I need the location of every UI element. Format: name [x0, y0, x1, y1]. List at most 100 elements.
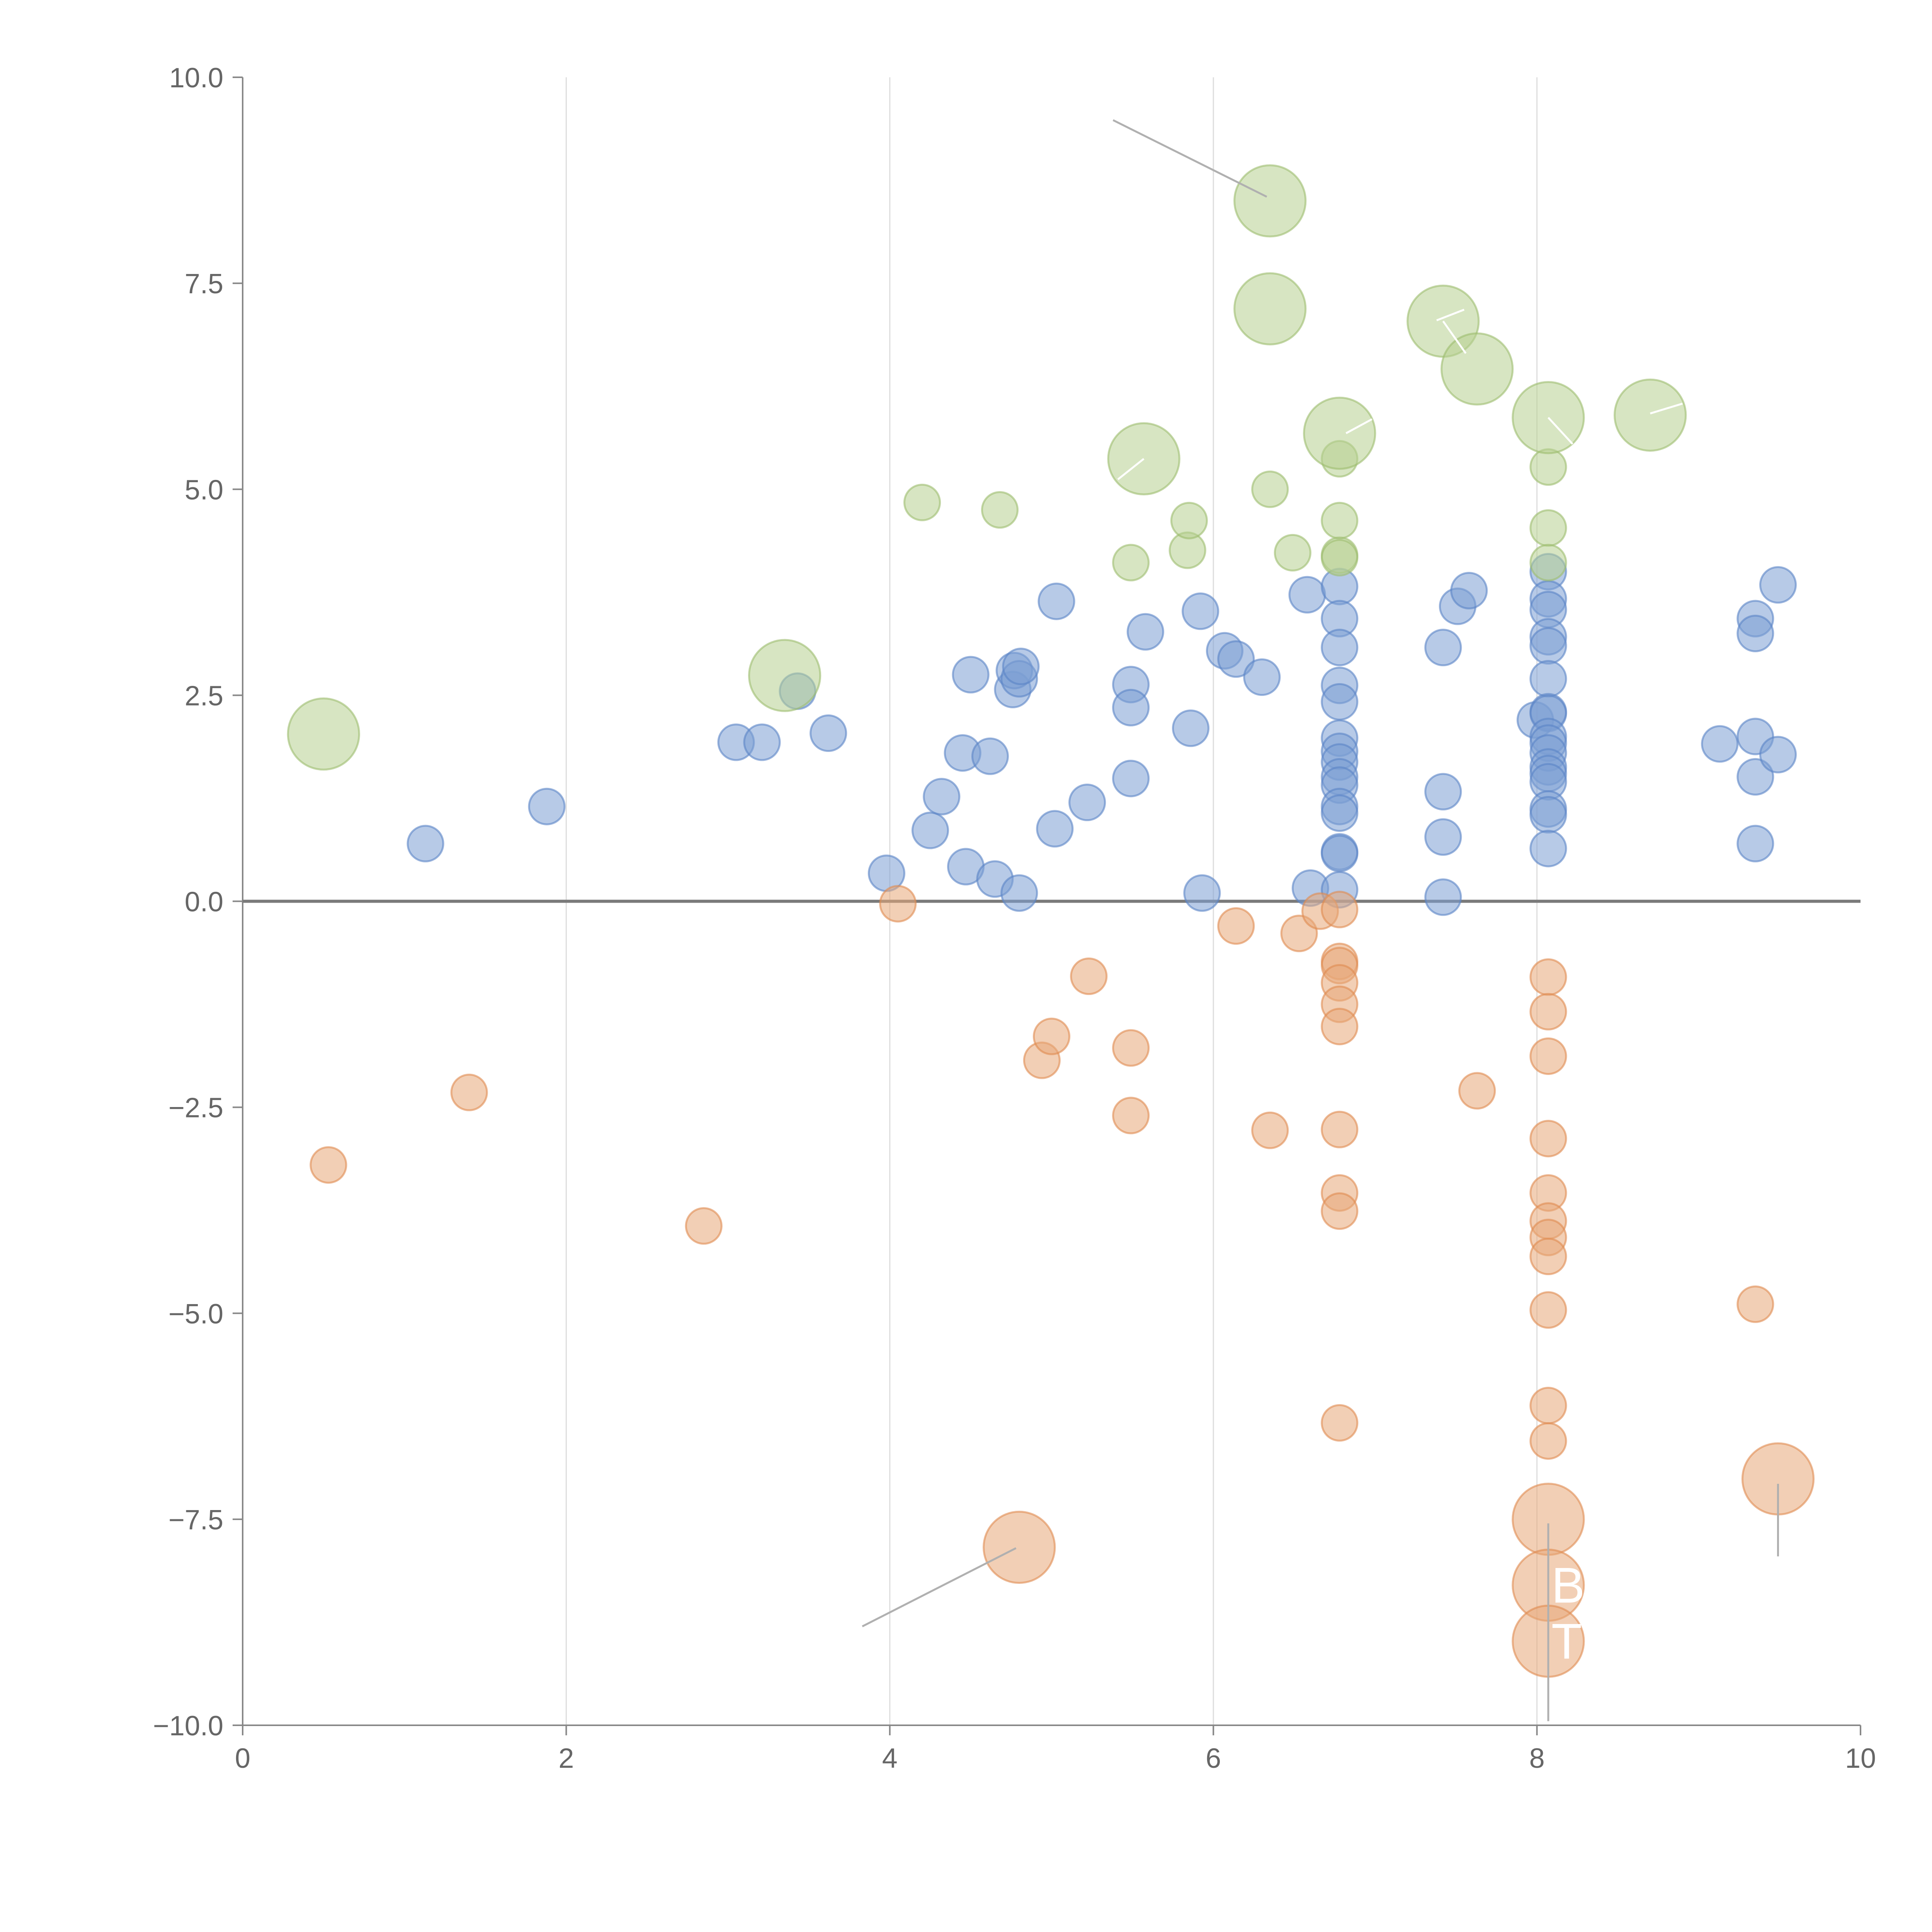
positive-point	[1321, 683, 1359, 721]
negative-point	[1529, 1037, 1567, 1075]
highlight-point	[1112, 544, 1150, 582]
negative-point	[1112, 1029, 1150, 1067]
positive-point	[1321, 835, 1359, 872]
negative-point	[1458, 1072, 1496, 1110]
leader-line	[1650, 403, 1683, 415]
leader-line	[1345, 418, 1372, 434]
negative-point	[1321, 1192, 1359, 1230]
leader-line	[862, 1547, 1017, 1628]
leader-line	[1442, 320, 1467, 354]
positive-point	[1112, 689, 1150, 726]
positive-point	[1529, 660, 1567, 698]
negative-point	[1529, 1238, 1567, 1276]
highlight-point	[1170, 502, 1208, 539]
positive-point	[1288, 576, 1326, 614]
positive-point	[1424, 773, 1462, 811]
green-large-point	[1303, 396, 1376, 470]
positive-point	[1424, 878, 1462, 916]
highlight-point	[903, 483, 941, 521]
negative-point	[1529, 1291, 1567, 1329]
positive-point	[923, 778, 961, 816]
positive-point	[911, 811, 949, 849]
negative-point	[1529, 958, 1567, 996]
highlight-point	[981, 491, 1019, 529]
highlight-point	[1529, 448, 1567, 486]
positive-point	[1424, 818, 1462, 856]
negative-point	[1529, 1120, 1567, 1158]
leader-lines	[862, 119, 1779, 1721]
y-tick-label: 2.5	[185, 680, 223, 711]
negative-point	[1529, 1422, 1567, 1460]
positive-point	[1529, 796, 1567, 834]
positive-point	[1036, 810, 1074, 848]
highlight-point	[1274, 534, 1311, 572]
positive-point	[1529, 830, 1567, 867]
green-large-point	[748, 639, 821, 712]
positive-point	[1529, 627, 1567, 665]
data-points	[287, 164, 1815, 1678]
y-tick-label: 10.0	[169, 63, 223, 94]
x-tick-label: 10	[1845, 1743, 1876, 1774]
positive-point	[1037, 582, 1075, 620]
highlight-point	[1529, 544, 1567, 582]
negative-point	[1321, 1008, 1359, 1046]
leader-line	[1117, 458, 1145, 480]
negative-point	[1321, 891, 1359, 929]
positive-point	[406, 825, 444, 862]
negative-point	[1070, 957, 1108, 995]
negative-point	[1251, 1111, 1289, 1149]
green-large-point	[1440, 332, 1514, 406]
green-large-point	[1233, 164, 1307, 238]
positive-point	[1243, 658, 1281, 696]
positive-point	[743, 723, 781, 761]
highlight-point	[1529, 509, 1567, 547]
positive-point	[1182, 592, 1219, 630]
positive-point	[1759, 566, 1797, 604]
x-tick-label: 6	[1206, 1743, 1221, 1774]
leader-line	[1436, 309, 1465, 321]
x-tick-label: 4	[882, 1743, 898, 1774]
y-tick-label: −7.5	[168, 1505, 223, 1536]
negative-point	[1217, 907, 1255, 945]
axes: 0 2 4 6 8 10 10.0 7.5 5.0 2.5 0.0 −2.5 −5.0 −7.5 −10.0	[153, 63, 1876, 1774]
x-tick-label: 0	[235, 1743, 250, 1774]
orange-large-point	[983, 1510, 1056, 1584]
positive-point	[1172, 709, 1210, 747]
negative-point	[1112, 1097, 1150, 1134]
leader-line	[1112, 119, 1267, 198]
positive-point	[1068, 784, 1106, 821]
y-tick-label: 0.0	[185, 887, 223, 918]
positive-point	[1000, 874, 1038, 912]
y-tick-label: 5.0	[185, 474, 223, 505]
y-tick-label: −2.5	[168, 1093, 223, 1124]
y-tick-label: 7.5	[185, 269, 223, 299]
green-large-point	[1233, 272, 1307, 345]
negative-point	[1529, 993, 1567, 1031]
negative-point	[1321, 1111, 1359, 1148]
positive-point	[1126, 613, 1164, 651]
leader-line	[1548, 417, 1573, 445]
point-label-b: B	[1551, 1557, 1585, 1613]
positive-point	[528, 787, 566, 825]
positive-point	[1424, 629, 1462, 667]
negative-point	[685, 1207, 723, 1245]
green-large-point	[287, 697, 360, 771]
positive-point	[1759, 736, 1797, 774]
negative-point	[879, 885, 917, 923]
positive-point	[1736, 758, 1774, 796]
positive-point	[810, 714, 847, 752]
positive-point	[1002, 648, 1040, 685]
positive-point	[952, 656, 990, 694]
highlight-point	[1251, 470, 1289, 508]
negative-point	[450, 1073, 488, 1111]
green-large-point	[1614, 378, 1687, 452]
x-tick-label: 2	[558, 1743, 574, 1774]
highlight-point	[1321, 502, 1359, 539]
positive-point	[1321, 629, 1359, 667]
point-labels: BT	[1551, 1557, 1585, 1669]
positive-point	[1736, 614, 1774, 652]
negative-point	[1529, 1387, 1567, 1425]
y-tick-label: −10.0	[153, 1711, 223, 1742]
highlight-point	[1321, 539, 1359, 577]
